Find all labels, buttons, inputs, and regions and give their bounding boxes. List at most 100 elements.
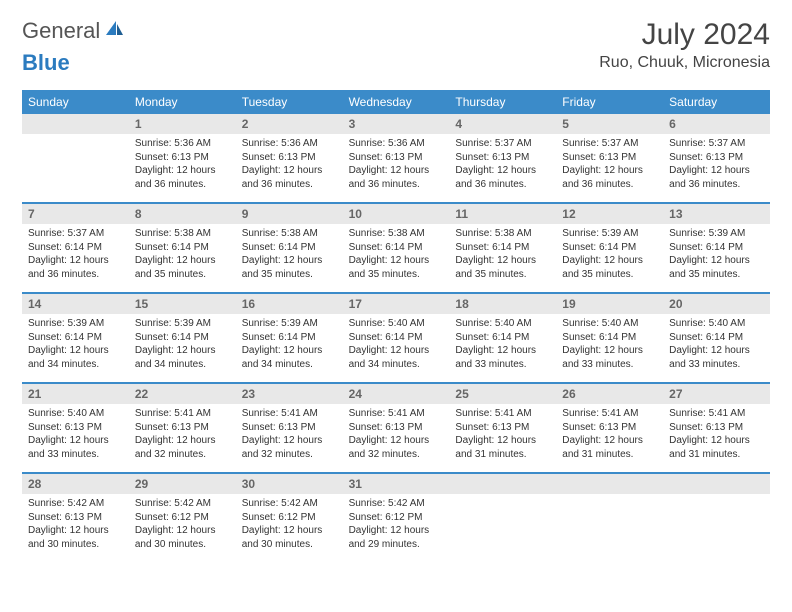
sunrise-text: Sunrise: 5:38 AM [455,227,550,241]
week-row: 14Sunrise: 5:39 AMSunset: 6:14 PMDayligh… [22,292,770,382]
sunset-text: Sunset: 6:14 PM [562,241,657,255]
daylight-text: Daylight: 12 hours and 35 minutes. [669,254,764,281]
daylight-text: Daylight: 12 hours and 30 minutes. [28,524,123,551]
logo-text-blue: Blue [22,50,70,76]
day-number: 18 [449,294,556,314]
sunrise-text: Sunrise: 5:39 AM [242,317,337,331]
day-cell: 8Sunrise: 5:38 AMSunset: 6:14 PMDaylight… [129,204,236,292]
day-cell: 1Sunrise: 5:36 AMSunset: 6:13 PMDaylight… [129,114,236,202]
day-body: Sunrise: 5:40 AMSunset: 6:13 PMDaylight:… [22,404,129,465]
day-cell [663,474,770,562]
day-cell: 20Sunrise: 5:40 AMSunset: 6:14 PMDayligh… [663,294,770,382]
week-row: 21Sunrise: 5:40 AMSunset: 6:13 PMDayligh… [22,382,770,472]
day-number: 21 [22,384,129,404]
weekday-header-cell: Tuesday [236,90,343,114]
daylight-text: Daylight: 12 hours and 30 minutes. [135,524,230,551]
day-body: Sunrise: 5:42 AMSunset: 6:12 PMDaylight:… [129,494,236,555]
day-cell: 30Sunrise: 5:42 AMSunset: 6:12 PMDayligh… [236,474,343,562]
day-cell: 7Sunrise: 5:37 AMSunset: 6:14 PMDaylight… [22,204,129,292]
sunset-text: Sunset: 6:13 PM [669,151,764,165]
day-body: Sunrise: 5:42 AMSunset: 6:12 PMDaylight:… [343,494,450,555]
sunset-text: Sunset: 6:13 PM [562,421,657,435]
week-row: 7Sunrise: 5:37 AMSunset: 6:14 PMDaylight… [22,202,770,292]
day-cell: 13Sunrise: 5:39 AMSunset: 6:14 PMDayligh… [663,204,770,292]
day-number: 24 [343,384,450,404]
sunrise-text: Sunrise: 5:39 AM [669,227,764,241]
daylight-text: Daylight: 12 hours and 31 minutes. [562,434,657,461]
sunrise-text: Sunrise: 5:42 AM [28,497,123,511]
daylight-text: Daylight: 12 hours and 34 minutes. [28,344,123,371]
sunset-text: Sunset: 6:13 PM [135,151,230,165]
day-cell: 3Sunrise: 5:36 AMSunset: 6:13 PMDaylight… [343,114,450,202]
day-number: 9 [236,204,343,224]
day-number: 15 [129,294,236,314]
day-cell: 2Sunrise: 5:36 AMSunset: 6:13 PMDaylight… [236,114,343,202]
calendar: SundayMondayTuesdayWednesdayThursdayFrid… [22,90,770,562]
day-cell: 19Sunrise: 5:40 AMSunset: 6:14 PMDayligh… [556,294,663,382]
sunrise-text: Sunrise: 5:39 AM [562,227,657,241]
day-cell: 10Sunrise: 5:38 AMSunset: 6:14 PMDayligh… [343,204,450,292]
day-body: Sunrise: 5:42 AMSunset: 6:13 PMDaylight:… [22,494,129,555]
daylight-text: Daylight: 12 hours and 33 minutes. [562,344,657,371]
day-body: Sunrise: 5:36 AMSunset: 6:13 PMDaylight:… [343,134,450,195]
sunrise-text: Sunrise: 5:42 AM [135,497,230,511]
day-body: Sunrise: 5:36 AMSunset: 6:13 PMDaylight:… [129,134,236,195]
day-number: 5 [556,114,663,134]
daylight-text: Daylight: 12 hours and 33 minutes. [28,434,123,461]
daylight-text: Daylight: 12 hours and 36 minutes. [455,164,550,191]
logo-text-general: General [22,18,100,44]
sunset-text: Sunset: 6:14 PM [455,331,550,345]
sunrise-text: Sunrise: 5:39 AM [135,317,230,331]
sunrise-text: Sunrise: 5:36 AM [349,137,444,151]
day-number: 27 [663,384,770,404]
day-cell: 14Sunrise: 5:39 AMSunset: 6:14 PMDayligh… [22,294,129,382]
sunset-text: Sunset: 6:12 PM [242,511,337,525]
sunrise-text: Sunrise: 5:40 AM [669,317,764,331]
sunset-text: Sunset: 6:14 PM [669,241,764,255]
day-number: 26 [556,384,663,404]
daylight-text: Daylight: 12 hours and 33 minutes. [669,344,764,371]
title-block: July 2024 Ruo, Chuuk, Micronesia [599,18,770,72]
day-cell: 5Sunrise: 5:37 AMSunset: 6:13 PMDaylight… [556,114,663,202]
day-body: Sunrise: 5:38 AMSunset: 6:14 PMDaylight:… [343,224,450,285]
sunset-text: Sunset: 6:13 PM [242,151,337,165]
logo-sail-icon [104,19,124,44]
sunrise-text: Sunrise: 5:40 AM [562,317,657,331]
daylight-text: Daylight: 12 hours and 34 minutes. [349,344,444,371]
sunset-text: Sunset: 6:13 PM [669,421,764,435]
day-cell: 15Sunrise: 5:39 AMSunset: 6:14 PMDayligh… [129,294,236,382]
sunset-text: Sunset: 6:12 PM [349,511,444,525]
day-number: 23 [236,384,343,404]
sunrise-text: Sunrise: 5:40 AM [455,317,550,331]
sunrise-text: Sunrise: 5:41 AM [135,407,230,421]
day-body: Sunrise: 5:41 AMSunset: 6:13 PMDaylight:… [129,404,236,465]
day-cell [22,114,129,202]
day-cell: 26Sunrise: 5:41 AMSunset: 6:13 PMDayligh… [556,384,663,472]
day-body: Sunrise: 5:37 AMSunset: 6:13 PMDaylight:… [663,134,770,195]
sunrise-text: Sunrise: 5:40 AM [28,407,123,421]
day-body: Sunrise: 5:39 AMSunset: 6:14 PMDaylight:… [129,314,236,375]
day-number [22,114,129,134]
day-cell: 24Sunrise: 5:41 AMSunset: 6:13 PMDayligh… [343,384,450,472]
day-body: Sunrise: 5:36 AMSunset: 6:13 PMDaylight:… [236,134,343,195]
day-body: Sunrise: 5:40 AMSunset: 6:14 PMDaylight:… [449,314,556,375]
day-cell: 25Sunrise: 5:41 AMSunset: 6:13 PMDayligh… [449,384,556,472]
sunrise-text: Sunrise: 5:38 AM [135,227,230,241]
daylight-text: Daylight: 12 hours and 32 minutes. [349,434,444,461]
day-number: 1 [129,114,236,134]
sunrise-text: Sunrise: 5:37 AM [669,137,764,151]
day-cell: 29Sunrise: 5:42 AMSunset: 6:12 PMDayligh… [129,474,236,562]
day-body: Sunrise: 5:37 AMSunset: 6:13 PMDaylight:… [449,134,556,195]
day-cell: 12Sunrise: 5:39 AMSunset: 6:14 PMDayligh… [556,204,663,292]
day-number: 8 [129,204,236,224]
weekday-header-cell: Sunday [22,90,129,114]
sunset-text: Sunset: 6:14 PM [455,241,550,255]
daylight-text: Daylight: 12 hours and 36 minutes. [562,164,657,191]
sunrise-text: Sunrise: 5:37 AM [455,137,550,151]
sunset-text: Sunset: 6:13 PM [455,151,550,165]
daylight-text: Daylight: 12 hours and 35 minutes. [562,254,657,281]
daylight-text: Daylight: 12 hours and 36 minutes. [242,164,337,191]
day-body: Sunrise: 5:37 AMSunset: 6:13 PMDaylight:… [556,134,663,195]
sunset-text: Sunset: 6:14 PM [669,331,764,345]
sunset-text: Sunset: 6:14 PM [562,331,657,345]
